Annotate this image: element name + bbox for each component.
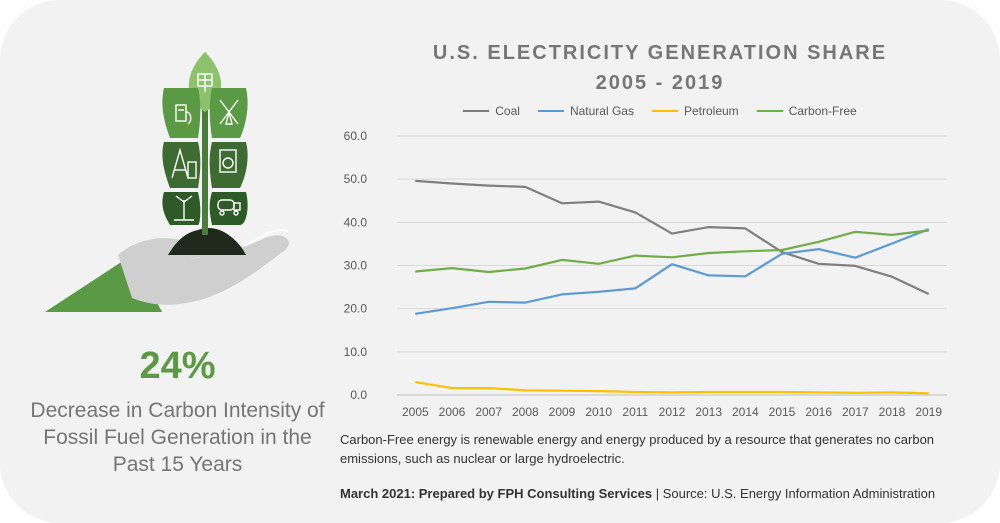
- legend-item-coal: Coal: [463, 104, 520, 118]
- stat-description: Decrease in Carbon Intensity of Fossil F…: [30, 399, 325, 476]
- legend-item-carbon-free: Carbon-Free: [756, 104, 857, 118]
- credit-separator: |: [652, 486, 663, 501]
- chart-legend: Coal Natural Gas Petroleum Carbon-Free: [345, 104, 975, 118]
- x-tick-label: 2012: [659, 405, 686, 419]
- hand-icon: [118, 229, 289, 305]
- credit-line: March 2021: Prepared by FPH Consulting S…: [340, 486, 990, 501]
- y-tick-label: 40.0: [344, 215, 368, 229]
- x-tick-label: 2007: [475, 405, 502, 419]
- windmill-icon: [219, 99, 239, 125]
- wind-turbine-icon: [174, 195, 194, 221]
- y-tick-label: 0.0: [350, 388, 367, 402]
- solar-panel-icon: [197, 73, 213, 92]
- y-tick-label: 20.0: [344, 302, 368, 316]
- stat-value: 24%: [139, 345, 216, 387]
- x-tick-label: 2010: [585, 405, 612, 419]
- legend-label: Petroleum: [683, 104, 739, 118]
- x-tick-label: 2009: [549, 405, 576, 419]
- y-tick-label: 30.0: [344, 259, 368, 273]
- x-tick-label: 2018: [879, 405, 906, 419]
- chart-title: U.S. ELECTRICITY GENERATION SHARE 2005 -…: [345, 38, 975, 98]
- x-tick-label: 2005: [402, 405, 429, 419]
- x-tick-label: 2017: [842, 405, 869, 419]
- carbon-free-note: Carbon-Free energy is renewable energy a…: [340, 432, 935, 466]
- ev-charger-icon: [175, 104, 192, 125]
- x-tick-label: 2011: [622, 405, 648, 419]
- y-tick-label: 10.0: [344, 345, 368, 359]
- series-line-coal: [415, 179, 930, 295]
- legend-swatch: [463, 110, 490, 112]
- legend-label: Coal: [495, 104, 520, 118]
- legend-label: Carbon-Free: [788, 104, 857, 118]
- legend-swatch: [756, 110, 783, 112]
- x-tick-label: 2019: [915, 405, 942, 419]
- left-leaf-3: [162, 192, 201, 225]
- x-tick-label: 2016: [805, 405, 832, 419]
- chart-title-line2: 2005 - 2019: [595, 72, 725, 94]
- plant-in-hand-illustration: [45, 52, 289, 312]
- x-tick-label: 2013: [695, 405, 722, 419]
- y-tick-label: 60.0: [344, 129, 368, 143]
- legend-label: Natural Gas: [569, 104, 634, 118]
- plant-stem: [202, 90, 208, 235]
- left-leaf-2: [162, 142, 201, 188]
- washer-icon: [219, 149, 237, 173]
- legend-swatch: [537, 110, 564, 112]
- series-line-petroleum: [415, 381, 929, 395]
- chart-title-line1: U.S. ELECTRICITY GENERATION SHARE: [432, 42, 888, 64]
- legend-item-petroleum: Petroleum: [651, 104, 739, 118]
- x-tick-label: 2015: [769, 405, 796, 419]
- left-panel: 24% Decrease in Carbon Intensity of Foss…: [0, 0, 340, 523]
- oil-derrick-icon: [171, 147, 197, 179]
- y-tick-label: 50.0: [344, 172, 368, 186]
- legend-item-natural-gas: Natural Gas: [537, 104, 634, 118]
- x-tick-label: 2008: [512, 405, 539, 419]
- legend-swatch: [651, 110, 678, 112]
- right-leaf-2: [209, 142, 248, 188]
- right-leaf-3: [209, 192, 248, 225]
- tanker-truck-icon: [217, 199, 241, 216]
- line-chart: 0.0 10.0 20.0 30.0 40.0 50.0 60.0 2005 2006 2007 2…: [344, 129, 947, 419]
- source: Source: U.S. Energy Information Administ…: [662, 486, 936, 501]
- soil-mound: [168, 228, 246, 255]
- x-tick-label: 2014: [732, 405, 759, 419]
- prepared-by: March 2021: Prepared by FPH Consulting S…: [340, 486, 653, 501]
- left-leaf-1: [162, 88, 201, 138]
- x-tick-label: 2006: [439, 405, 466, 419]
